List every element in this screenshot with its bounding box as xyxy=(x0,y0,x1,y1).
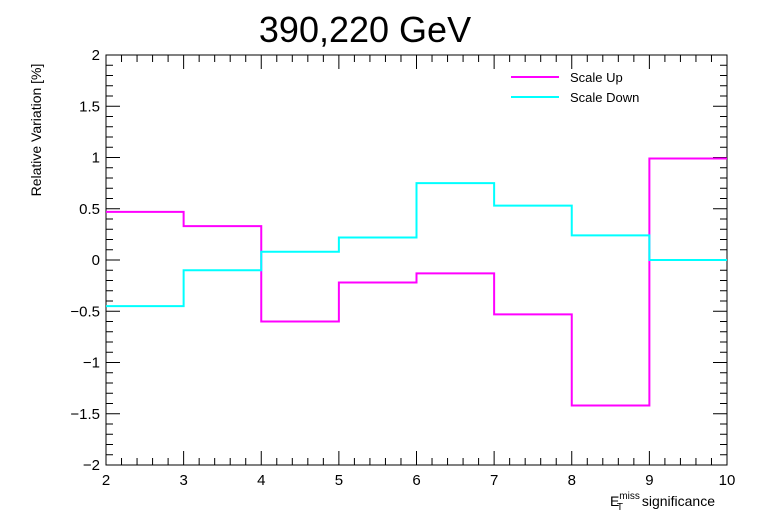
x-axis-label: Emiss T significance xyxy=(610,491,715,513)
x-axis: 2 3 4 5 6 7 8 9 10 xyxy=(102,55,736,489)
y-axis-label: Relative Variation [%] xyxy=(28,64,44,197)
x-tick-label: 6 xyxy=(412,472,420,489)
y-tick-label: 1 xyxy=(92,150,100,167)
y-tick-label: 0.5 xyxy=(79,201,100,218)
y-tick-label: −0.5 xyxy=(70,303,100,320)
legend-label: Scale Up xyxy=(570,70,623,85)
series-group xyxy=(106,157,727,407)
x-tick-label: 7 xyxy=(490,472,498,489)
plot-border xyxy=(105,54,728,466)
legend: Scale Up Scale Down xyxy=(511,70,639,105)
legend-label: Scale Down xyxy=(570,90,639,105)
y-tick-label: 0 xyxy=(92,252,100,269)
x-tick-label: 5 xyxy=(335,472,343,489)
y-tick-label: −1.5 xyxy=(70,406,100,423)
y-axis: −2 −1.5 −1 −0.5 0 0.5 1 1.5 2 xyxy=(70,47,727,474)
y-tick-label: 1.5 xyxy=(79,98,100,115)
series-line-scale-up xyxy=(106,157,727,407)
y-tick-label: 2 xyxy=(92,47,100,64)
y-tick-label: −2 xyxy=(83,457,100,474)
x-tick-label: 9 xyxy=(645,472,653,489)
x-tick-label: 2 xyxy=(102,472,110,489)
x-tick-label: 8 xyxy=(568,472,576,489)
plot-frame xyxy=(105,54,728,466)
x-tick-label: 10 xyxy=(719,472,736,489)
series-line-scale-down xyxy=(106,182,727,308)
y-tick-label: −1 xyxy=(83,355,100,372)
x-tick-label: 3 xyxy=(179,472,187,489)
chart-title: 390,220 GeV xyxy=(259,9,471,50)
x-tick-label: 4 xyxy=(257,472,265,489)
